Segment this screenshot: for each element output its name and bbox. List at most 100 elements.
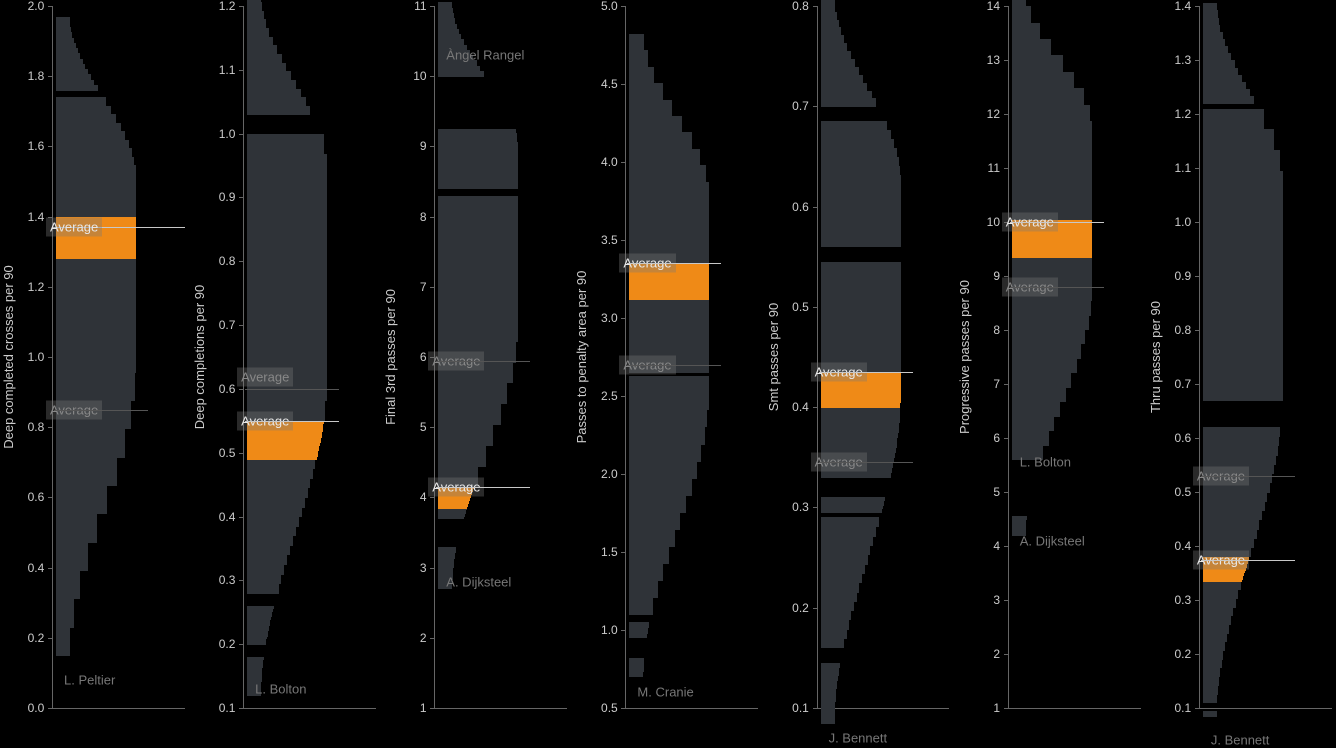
y-tick-label: 1.0 bbox=[1174, 215, 1191, 229]
bar-segment bbox=[629, 341, 709, 347]
bar-segment bbox=[629, 346, 709, 352]
y-tick-label: 0.6 bbox=[1174, 431, 1191, 445]
bar-segment bbox=[1012, 257, 1092, 272]
bar-segment bbox=[1203, 590, 1238, 599]
y-tick-label: 0.8 bbox=[1174, 323, 1191, 337]
bar-segment bbox=[247, 37, 273, 46]
avg-line bbox=[627, 263, 721, 264]
bar-segment bbox=[438, 163, 518, 168]
y-tick bbox=[430, 497, 434, 498]
bar-segment bbox=[821, 422, 900, 428]
y-tick-label: 12 bbox=[987, 107, 1000, 121]
bar-segment bbox=[438, 216, 518, 237]
y-tick bbox=[1004, 708, 1008, 709]
y-tick bbox=[1004, 384, 1008, 385]
bar-segment bbox=[56, 429, 125, 458]
x-axis-line bbox=[52, 708, 185, 709]
bar-segment bbox=[1203, 317, 1283, 338]
bar-segment bbox=[629, 658, 644, 660]
bar-segment bbox=[1012, 88, 1084, 105]
bar-segment bbox=[56, 43, 76, 49]
bar-segment bbox=[1203, 379, 1283, 400]
y-tick-label: 9 bbox=[420, 139, 427, 153]
y-tick bbox=[1004, 600, 1008, 601]
y-tick bbox=[621, 630, 625, 631]
y-tick-label: 11 bbox=[988, 161, 1000, 175]
y-tick bbox=[430, 217, 434, 218]
bar-segment bbox=[821, 229, 901, 239]
bar-segment bbox=[1203, 254, 1283, 275]
bar-segment bbox=[56, 514, 97, 543]
y-tick bbox=[239, 325, 243, 326]
bar-segment bbox=[1012, 6, 1032, 23]
bar-segment bbox=[247, 564, 284, 574]
bar-segment bbox=[629, 393, 709, 411]
y-tick-label: 7 bbox=[420, 280, 427, 294]
bar-segment bbox=[1203, 46, 1228, 54]
bar-segment bbox=[821, 663, 840, 668]
bar-segment bbox=[1012, 154, 1092, 171]
y-tick-label: 2.0 bbox=[28, 0, 45, 13]
bar-segment bbox=[56, 27, 71, 33]
bar-segment bbox=[247, 175, 327, 196]
bar-segment bbox=[438, 137, 517, 142]
bar-segment bbox=[821, 676, 838, 681]
bar-segment bbox=[1012, 23, 1040, 40]
bar-segment bbox=[438, 258, 518, 279]
bar-segment bbox=[56, 74, 91, 80]
bar-segment bbox=[821, 517, 879, 527]
y-axis-title: Final 3rd passes per 90 bbox=[383, 289, 398, 425]
y-tick-label: 0.2 bbox=[1174, 647, 1191, 661]
bar-segment bbox=[56, 140, 129, 149]
bar-segment bbox=[247, 257, 327, 278]
y-tick-label: 0.8 bbox=[792, 0, 809, 13]
y-tick bbox=[239, 6, 243, 7]
bar-segment bbox=[1012, 72, 1074, 89]
bar-segment bbox=[821, 83, 868, 91]
bar-segment bbox=[1203, 18, 1219, 26]
bar-segment bbox=[247, 526, 296, 536]
player-label: M. Cranie bbox=[637, 685, 693, 700]
y-tick-label: 10 bbox=[987, 215, 1000, 229]
y-tick-label: 4 bbox=[420, 490, 427, 504]
y-tick bbox=[813, 407, 817, 408]
bar-segment bbox=[438, 142, 518, 147]
y-tick bbox=[239, 453, 243, 454]
bar-segment bbox=[629, 83, 662, 100]
bar-segment bbox=[629, 315, 709, 321]
y-tick-label: 0.9 bbox=[1174, 269, 1191, 283]
y-tick bbox=[48, 146, 52, 147]
bar-segment bbox=[629, 461, 696, 479]
x-axis-line bbox=[1008, 708, 1141, 709]
y-tick-label: 0.2 bbox=[28, 631, 45, 645]
y-tick-label: 0.5 bbox=[1174, 485, 1191, 499]
bar-segment bbox=[1203, 275, 1283, 296]
y-tick bbox=[239, 70, 243, 71]
y-tick-label: 4.5 bbox=[601, 77, 618, 91]
avg-line bbox=[54, 410, 148, 411]
y-tick-label: 0.1 bbox=[219, 701, 236, 715]
avg-line bbox=[1010, 222, 1104, 223]
y-tick-label: 1.6 bbox=[28, 139, 45, 153]
bar-segment bbox=[821, 417, 900, 423]
y-tick bbox=[1195, 60, 1199, 61]
bar-segment bbox=[438, 445, 485, 466]
player-label: A. Dijksteel bbox=[1020, 533, 1085, 548]
bar-segment bbox=[247, 657, 263, 660]
bar-segment bbox=[629, 116, 682, 133]
avg-line bbox=[436, 487, 530, 488]
bar-segment bbox=[247, 195, 327, 216]
y-tick bbox=[239, 197, 243, 198]
bar-segment bbox=[821, 67, 859, 75]
bar-segment bbox=[56, 131, 125, 140]
y-tick bbox=[1004, 60, 1008, 61]
y-tick bbox=[48, 638, 52, 639]
bar-segment bbox=[247, 89, 301, 98]
bar-segment bbox=[56, 208, 136, 217]
y-axis-title: Passes to penalty area per 90 bbox=[574, 271, 589, 444]
bar-segment bbox=[438, 24, 457, 30]
bar-segment bbox=[821, 43, 848, 51]
bar-segment bbox=[821, 680, 838, 685]
bar-segment bbox=[438, 320, 518, 341]
bar-segment bbox=[1203, 455, 1276, 465]
